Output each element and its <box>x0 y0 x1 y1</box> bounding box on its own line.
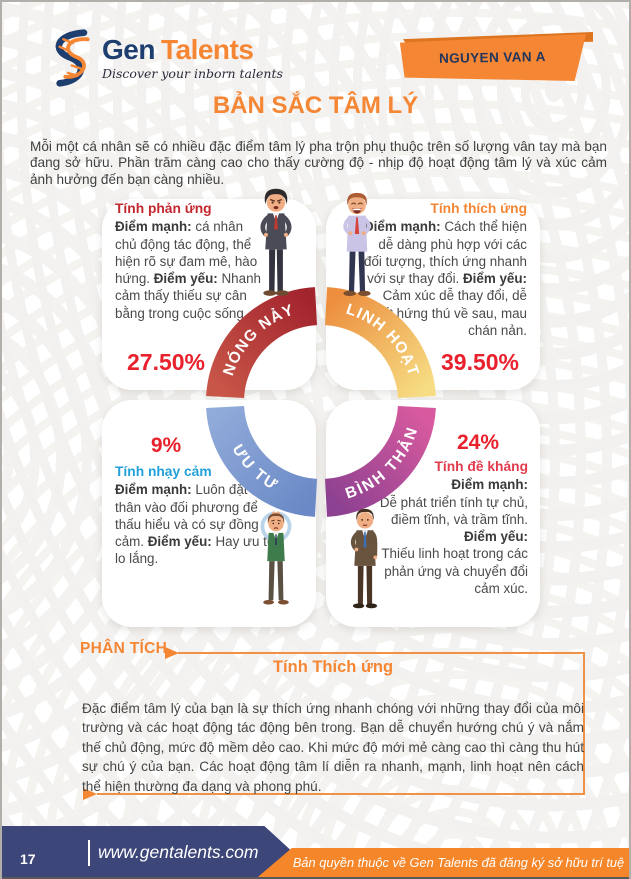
trait-block-resistant: Tính đề kháng Điểm mạnh: Dễ phát triển t… <box>360 458 528 597</box>
copyright-text: Bản quyền thuộc về Gen Talents đã đăng k… <box>292 855 625 870</box>
percent-reactive: 27.50% <box>126 349 205 375</box>
analysis-arrow-top-icon <box>165 647 179 659</box>
analysis-box-title: Tính Thích ứng <box>272 658 394 676</box>
trait-title: Tính đề kháng <box>434 459 528 474</box>
percent-adaptive: 39.50% <box>440 349 519 375</box>
brand-name: Gen Talents <box>102 34 254 65</box>
worried-man-illustration <box>260 511 292 605</box>
footer-copyright-band: Bản quyền thuộc về Gen Talents đã đăng k… <box>257 848 629 877</box>
trait-title: Tính phản ứng <box>115 201 212 216</box>
trait-title: Tính nhạy cảm <box>115 464 212 479</box>
calm-man-illustration <box>350 508 378 609</box>
temperament-ring-diagram: NÓNG NẢY LINH HOẠT BÌNH THẢN ƯU TƯ <box>201 282 441 522</box>
logo: Gen Talents Discover your inborn talents <box>40 28 283 88</box>
trait-description: Điểm mạnh: Dễ phát triển tính tự chủ, đi… <box>379 477 528 597</box>
analysis-heading: PHÂN TÍCH <box>80 640 168 657</box>
brand-tagline: Discover your inborn talents <box>102 66 283 81</box>
person-name: NGUYEN VAN A <box>438 48 546 66</box>
trait-description: Điểm mạnh: cá nhân chủ động tác động, th… <box>115 219 261 321</box>
website-url: www.gentalents.com <box>88 840 259 866</box>
analysis-box-right-border <box>583 652 585 795</box>
percent-resistant: 24% <box>456 431 500 454</box>
name-ribbon: NGUYEN VAN A <box>399 33 587 81</box>
trait-block-reactive: Tính phản ứng Điểm mạnh: cá nhân chủ độn… <box>115 200 267 322</box>
dna-helix-icon <box>55 29 90 87</box>
trait-description: Điểm mạnh: Luôn đặt bản thân vào đối phư… <box>115 482 280 567</box>
page-bottom-edge <box>2 877 629 879</box>
analysis-box-top-border <box>178 652 585 654</box>
trait-block-adaptive: Tính thích ứng Điểm mạnh: Cách thể hiện … <box>362 200 527 339</box>
analysis-box-bottom-border <box>97 793 585 795</box>
footer-navy-band <box>2 826 320 877</box>
analysis-arrow-bottom-icon <box>83 788 97 800</box>
trait-block-sensitive: Tính nhạy cảm Điểm mạnh: Luôn đặt bản th… <box>115 463 287 568</box>
angry-man-illustration <box>260 188 292 296</box>
intro-paragraph: Mỗi một cá nhân sẽ có nhiều đặc điểm tâm… <box>30 138 607 187</box>
trait-description: Điểm mạnh: Cách thể hiện dễ dàng phù hợp… <box>363 219 527 339</box>
page-number: 17 <box>20 851 36 867</box>
analysis-body: Đặc điểm tâm lý của bạn là sự thích ứng … <box>82 700 584 794</box>
page-title: BẢN SẮC TÂM LÝ <box>212 92 419 119</box>
trait-title: Tính thích ứng <box>430 201 527 216</box>
happy-man-illustration <box>343 192 371 297</box>
percent-sensitive: 9% <box>150 434 182 457</box>
